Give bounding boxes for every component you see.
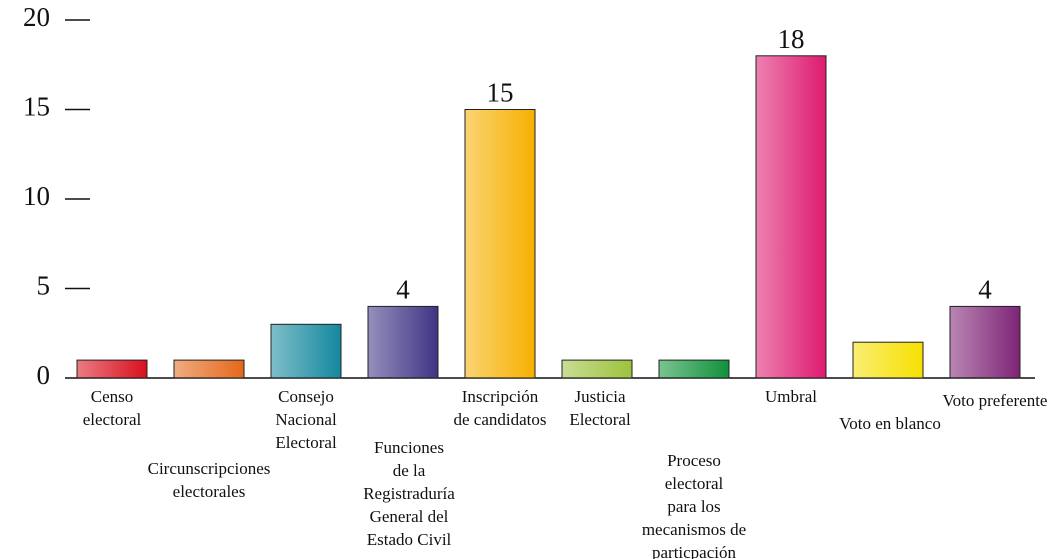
bar bbox=[658, 359, 730, 379]
bar bbox=[852, 341, 924, 379]
x-tick-label: Circunscripciones electorales bbox=[148, 459, 271, 501]
data-label: 4 bbox=[978, 275, 992, 305]
data-label: 15 bbox=[487, 78, 514, 108]
x-tick-label: Funciones de la Registraduría General del Es… bbox=[363, 438, 455, 549]
x-tick-label: Consejo Nacional Electoral bbox=[275, 387, 337, 452]
y-tick-label: 10 bbox=[23, 181, 50, 211]
x-tick-label: Voto preferente bbox=[943, 391, 1048, 410]
data-label: 4 bbox=[396, 275, 410, 305]
bar bbox=[755, 55, 827, 379]
y-tick-label: 5 bbox=[37, 271, 51, 301]
y-tick-label: 0 bbox=[37, 360, 51, 390]
x-tick-label: Umbral bbox=[765, 387, 817, 406]
data-label: 18 bbox=[778, 24, 805, 54]
x-tick-label: Justicia Electoral bbox=[569, 387, 631, 429]
x-tick-label: Proceso electoral para los mecanismos de par… bbox=[642, 451, 746, 559]
bar bbox=[173, 359, 245, 379]
bar bbox=[561, 359, 633, 379]
y-tick-label: 20 bbox=[23, 2, 50, 32]
bar bbox=[464, 109, 536, 379]
bar bbox=[949, 305, 1021, 379]
x-tick-label: Voto en blanco bbox=[839, 414, 941, 433]
bar bbox=[270, 323, 342, 379]
x-tick-label: Inscripción de candidatos bbox=[454, 387, 547, 429]
y-tick-label: 15 bbox=[23, 92, 50, 122]
bar bbox=[76, 359, 148, 379]
x-tick-label: Censo electoral bbox=[83, 387, 142, 429]
bar bbox=[367, 305, 439, 379]
